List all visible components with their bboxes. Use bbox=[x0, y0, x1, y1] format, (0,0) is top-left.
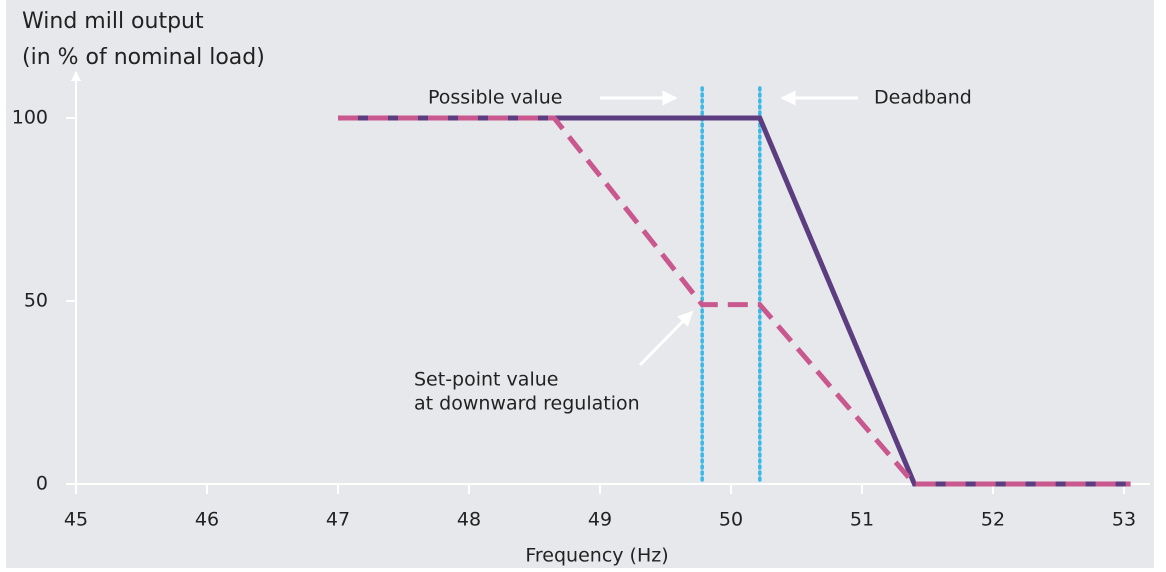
x-tick-label: 49 bbox=[588, 509, 612, 531]
x-tick-label: 51 bbox=[850, 509, 874, 531]
y-axis-label: Wind mill output bbox=[22, 9, 204, 34]
series-line bbox=[338, 115, 1131, 487]
y-axis-label: (in % of nominal load) bbox=[22, 45, 265, 70]
annotation-arrow bbox=[638, 310, 694, 367]
x-tick-label: 46 bbox=[195, 509, 219, 531]
y-tick-label: 100 bbox=[12, 107, 48, 129]
x-tick-label: 50 bbox=[719, 509, 743, 531]
plot-background bbox=[6, 0, 1154, 568]
x-axis-label: Frequency (Hz) bbox=[525, 545, 668, 567]
y-tick-label: 0 bbox=[36, 473, 48, 495]
x-tick-label: 48 bbox=[457, 509, 481, 531]
x-tick-label: 47 bbox=[326, 509, 350, 531]
y-tick-label: 50 bbox=[24, 290, 48, 312]
x-tick-label: 52 bbox=[981, 509, 1005, 531]
annotation: Possible value bbox=[428, 87, 562, 109]
annotation: Deadband bbox=[874, 87, 972, 109]
x-tick-label: 53 bbox=[1112, 509, 1136, 531]
annotation: Set-point value bbox=[414, 369, 558, 391]
annotation: at downward regulation bbox=[414, 393, 640, 415]
x-tick-label: 45 bbox=[64, 509, 88, 531]
